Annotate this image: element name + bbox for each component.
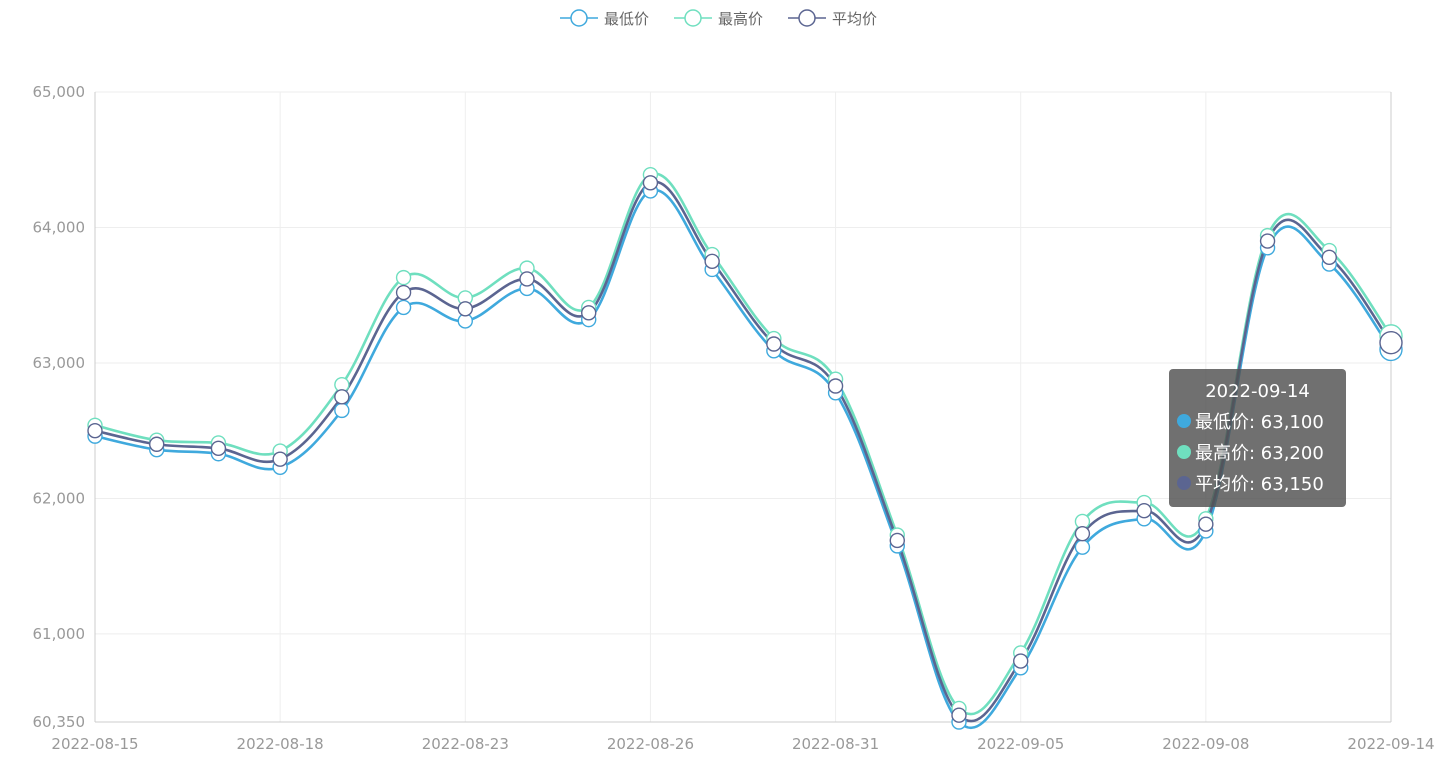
legend-label: 平均价 xyxy=(832,10,877,28)
x-tick-label: 2022-08-31 xyxy=(792,735,879,753)
x-tick-label: 2022-08-15 xyxy=(51,735,138,753)
y-tick-label: 60,350 xyxy=(33,713,86,731)
tooltip-row-avg: 平均价: 63,150 xyxy=(1169,467,1346,498)
legend-item[interactable]: 平均价 xyxy=(788,9,877,28)
data-point xyxy=(1321,249,1337,265)
data-point xyxy=(1136,502,1152,519)
data-point xyxy=(457,301,473,317)
data-point xyxy=(1379,330,1403,355)
x-tick-label: 2022-09-05 xyxy=(977,735,1064,753)
data-point xyxy=(1198,516,1214,532)
legend-item[interactable]: 最高价 xyxy=(674,9,763,28)
data-point xyxy=(210,440,227,457)
y-tick-label: 61,000 xyxy=(33,625,86,643)
tooltip: 2022-09-14 最低价: 63,100 最高价: 63,200 平均价: … xyxy=(1169,369,1346,507)
legend-marker-icon xyxy=(684,9,702,27)
legend-label: 最低价 xyxy=(604,10,649,28)
y-tick-label: 63,000 xyxy=(33,354,86,372)
data-point xyxy=(519,271,535,287)
data-point xyxy=(581,305,597,321)
y-tick-label: 65,000 xyxy=(33,83,86,101)
data-point xyxy=(149,436,165,452)
x-tick-label: 2022-08-26 xyxy=(607,735,694,753)
data-point xyxy=(334,402,350,419)
tooltip-label-high: 最高价: 63,200 xyxy=(1195,442,1324,464)
legend-item[interactable]: 最低价 xyxy=(560,9,649,28)
data-point xyxy=(642,175,659,191)
data-point xyxy=(1013,653,1029,669)
data-point xyxy=(395,284,412,301)
tooltip-dot-avg xyxy=(1177,475,1191,490)
data-point xyxy=(87,423,103,439)
data-point xyxy=(334,389,350,405)
legend-marker-icon xyxy=(570,9,588,27)
tooltip-dot-low xyxy=(1177,413,1191,428)
data-point xyxy=(272,451,288,467)
tooltip-label-low: 最低价: 63,100 xyxy=(1195,411,1324,433)
y-tick-label: 62,000 xyxy=(33,489,86,507)
data-point xyxy=(395,299,412,316)
tooltip-dot-high xyxy=(1177,444,1191,459)
data-point xyxy=(395,269,412,286)
data-point xyxy=(889,532,905,549)
data-point xyxy=(951,707,967,723)
data-points xyxy=(87,166,1403,730)
data-point xyxy=(766,336,782,352)
data-point xyxy=(704,253,720,270)
axes: 65,000 64,000 63,000 62,000 61,000 60,350 2022… xyxy=(33,83,1435,753)
tooltip-row-low: 最低价: 63,100 xyxy=(1169,405,1346,436)
legend-label: 最高价 xyxy=(718,10,763,28)
x-tick-label: 2022-08-23 xyxy=(422,735,509,753)
x-tick-label: 2022-08-18 xyxy=(237,735,324,753)
x-tick-label: 2022-09-08 xyxy=(1162,735,1249,753)
tooltip-title: 2022-09-14 xyxy=(1205,381,1310,402)
legend[interactable]: 最低价 最高价 平均价 xyxy=(560,9,877,28)
data-point xyxy=(1074,539,1091,555)
y-tick-label: 64,000 xyxy=(33,218,86,236)
data-point xyxy=(1259,233,1276,249)
x-tick-label: 2022-09-14 xyxy=(1347,735,1434,753)
legend-marker-icon xyxy=(798,9,816,27)
tooltip-row-high: 最高价: 63,200 xyxy=(1169,436,1346,467)
data-point xyxy=(827,378,844,394)
tooltip-label-avg: 平均价: 63,150 xyxy=(1195,473,1324,495)
data-point xyxy=(1074,525,1091,542)
